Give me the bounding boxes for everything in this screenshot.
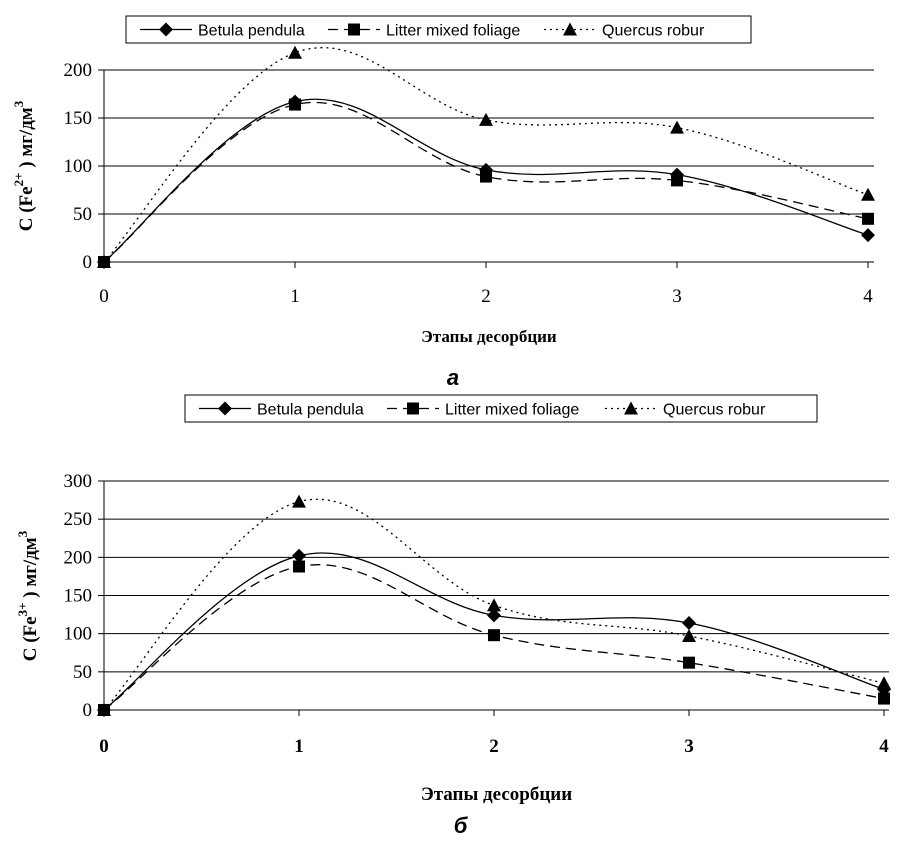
x-tick-label: 3 <box>672 286 682 307</box>
y-tick-label: 200 <box>64 547 93 568</box>
chart-legend-0: Betula pendula Litter mixed foliage Quercu… <box>125 15 752 44</box>
series-0-point-4 <box>861 228 875 243</box>
x-tick-label: 4 <box>879 736 889 757</box>
y-tick-label: 0 <box>83 700 93 721</box>
chart-legend-1: Betula pendula Litter mixed foliage Quercu… <box>184 394 818 423</box>
y-tick-label: 50 <box>73 204 92 225</box>
legend-marker-0 <box>218 401 232 416</box>
legend-marker-0 <box>159 22 173 37</box>
series-line-0 <box>103 552 885 711</box>
x-tick-label: 2 <box>481 286 491 307</box>
y-axis-title: C (Fe3+ ) мг/дм3 <box>15 530 41 661</box>
legend-label-0: Betula pendula <box>198 23 305 40</box>
series-2-point-4 <box>861 187 875 201</box>
x-axis-title: Этапы десорбции <box>421 327 557 346</box>
series-1-point-4 <box>862 212 874 225</box>
x-tick-label: 0 <box>99 286 109 307</box>
series-2-point-3 <box>682 628 696 642</box>
series-0-point-3 <box>682 615 696 630</box>
legend-label-0: Betula pendula <box>257 402 364 419</box>
series-2-point-2 <box>487 598 501 612</box>
y-axis-title: C (Fe2+ ) мг/дм3 <box>11 100 37 231</box>
series-1-point-3 <box>683 656 695 669</box>
series-1-point-4 <box>878 692 890 705</box>
legend-marker-2 <box>563 22 577 36</box>
legend-marker-1 <box>348 23 360 36</box>
series-1-point-2 <box>488 629 500 642</box>
y-tick-label: 0 <box>83 252 93 273</box>
x-tick-label: 4 <box>863 286 873 307</box>
x-tick-label: 2 <box>489 736 499 757</box>
series-1-point-1 <box>289 98 301 111</box>
x-tick-label: 0 <box>99 736 109 757</box>
x-axis-title: Этапы десорбции <box>421 784 572 805</box>
series-2-point-1 <box>292 494 306 508</box>
series-1-point-3 <box>671 174 683 187</box>
legend-box <box>125 15 752 44</box>
y-tick-label: 300 <box>64 471 93 492</box>
y-tick-label: 100 <box>64 624 93 645</box>
series-line-2 <box>103 47 869 263</box>
series-2-point-3 <box>670 120 684 134</box>
panel-label: а <box>447 365 459 390</box>
x-tick-label: 3 <box>684 736 694 757</box>
chart-panel-0: 0 50 100 150 200 0 1 2 3 4 Этапы десорбции C (Fe2+ … <box>11 45 875 346</box>
y-tick-label: 250 <box>64 509 93 530</box>
legend-label-2: Quercus robur <box>602 23 705 40</box>
series-2-point-0 <box>97 255 111 268</box>
y-tick-label: 200 <box>64 60 93 81</box>
x-tick-label: 1 <box>290 286 300 307</box>
series-line-2 <box>103 498 885 711</box>
panel-label: б <box>454 813 469 838</box>
series-line-1 <box>103 102 869 263</box>
y-tick-label: 150 <box>64 108 93 129</box>
y-tick-label: 150 <box>64 586 93 607</box>
y-tick-label: 50 <box>73 662 92 683</box>
series-0-point-2 <box>487 608 501 623</box>
series-1-point-2 <box>480 170 492 183</box>
legend-marker-2 <box>624 401 638 415</box>
legend-marker-1 <box>407 402 419 415</box>
series-2-point-4 <box>877 676 891 690</box>
y-tick-label: 100 <box>64 156 93 177</box>
legend-label-1: Litter mixed foliage <box>386 23 520 40</box>
legend-box <box>184 394 818 423</box>
legend-label-2: Quercus robur <box>663 402 766 419</box>
series-2-point-2 <box>479 112 493 126</box>
chart-panel-1: 0 50 100 150 200 250 300 0 1 2 3 4 Этапы десорбции C … <box>15 471 891 805</box>
legend-label-1: Litter mixed foliage <box>445 402 579 419</box>
x-tick-label: 1 <box>294 736 304 757</box>
series-1-point-1 <box>293 560 305 573</box>
series-2-point-1 <box>288 45 302 59</box>
series-2-point-0 <box>97 703 111 716</box>
series-0-point-1 <box>292 548 306 563</box>
